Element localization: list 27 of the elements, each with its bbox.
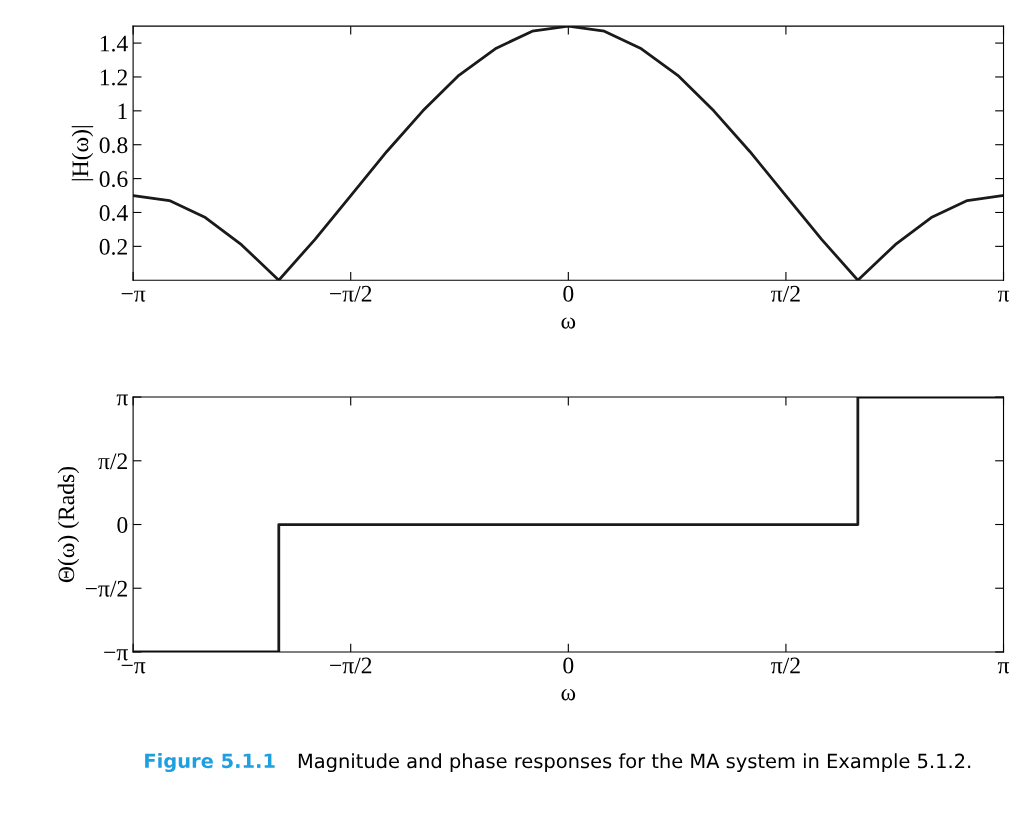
y-tick-label: 1 — [118, 103, 127, 120]
x-tick-label: −π/2 — [330, 657, 372, 674]
x-tick-label: 0 — [563, 657, 574, 674]
line-series — [133, 26, 1004, 281]
y-tick-label: 0.2 — [99, 238, 127, 255]
x-tick-label: π/2 — [771, 285, 800, 302]
y-tick-label: 0.4 — [99, 204, 128, 221]
y-axis-title: |H(ω)| — [71, 126, 94, 181]
x-tick-label: π — [997, 662, 1010, 674]
y-tick-label: 1.2 — [100, 69, 127, 86]
y-tick-label: 1.4 — [100, 35, 128, 52]
x-tick-label: π/2 — [771, 657, 800, 674]
x-tick-label: π — [997, 290, 1010, 302]
y-axis-title: Θ(ω) (Rads) — [57, 466, 80, 583]
x-axis-title: ω — [561, 317, 576, 329]
y-tick-label: −π — [104, 649, 128, 661]
text: Magnitude and phase responses for the MA system in Example 5.1.2. — [298, 753, 971, 773]
x-axis-title: ω — [561, 689, 576, 701]
x-tick-label: 0 — [563, 285, 574, 302]
y-tick-label: 0 — [117, 517, 128, 533]
y-tick-label: 0.6 — [99, 171, 128, 188]
y-tick-label: 0.8 — [99, 137, 128, 154]
caption: Figure 5.1.1 — [145, 753, 275, 773]
y-tick-label: −π/2 — [85, 580, 127, 597]
x-tick-label: −π/2 — [330, 285, 372, 302]
y-tick-label: π — [116, 394, 128, 406]
y-tick-label: π/2 — [98, 453, 127, 470]
